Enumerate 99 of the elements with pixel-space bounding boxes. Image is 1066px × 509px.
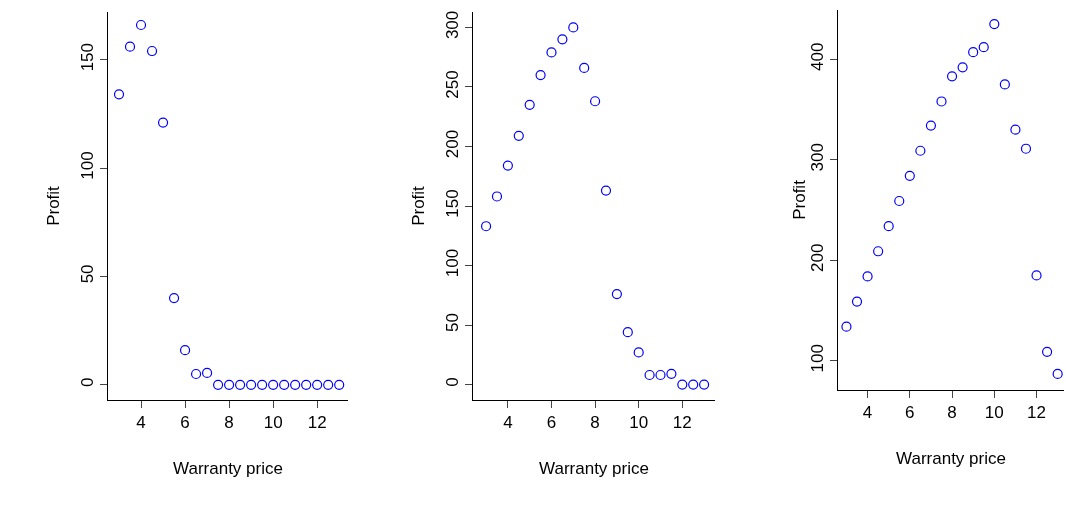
x-tick-label: 10 — [984, 403, 1004, 423]
y-tick-label: 150 — [78, 42, 98, 72]
x-tick-label: 6 — [180, 413, 190, 433]
point — [301, 379, 312, 390]
point — [246, 379, 257, 390]
y-tick-label: 200 — [443, 129, 463, 159]
x-tick-label: 10 — [263, 413, 283, 433]
y-tick-label: 100 — [808, 344, 828, 373]
point — [257, 379, 268, 390]
y-axis-title: Profit — [43, 185, 63, 226]
y-tick-label: 300 — [808, 143, 828, 172]
point — [904, 170, 915, 181]
point — [513, 130, 524, 141]
point — [611, 288, 622, 300]
y-tick-label: 100 — [443, 248, 463, 278]
point — [190, 368, 202, 380]
point — [535, 69, 546, 81]
y-tick-label: 250 — [443, 70, 463, 99]
point — [622, 327, 633, 338]
point — [841, 321, 852, 332]
point — [862, 271, 873, 282]
point — [600, 185, 612, 196]
point — [491, 191, 503, 202]
point — [224, 379, 235, 390]
point — [978, 42, 989, 53]
point — [1010, 124, 1021, 135]
point — [480, 221, 492, 232]
point — [579, 62, 590, 74]
point — [946, 71, 958, 82]
point — [323, 379, 334, 390]
y-tick-label: 50 — [78, 264, 98, 284]
point — [883, 221, 894, 232]
y-tick-label: 300 — [443, 10, 463, 40]
x-tick-label: 8 — [947, 403, 957, 423]
point — [179, 345, 191, 356]
point — [989, 18, 1000, 30]
y-axis-title: Profit — [408, 185, 428, 226]
point — [312, 379, 323, 390]
point — [894, 195, 905, 207]
point — [524, 99, 535, 110]
point — [688, 379, 699, 390]
point — [699, 379, 710, 390]
point — [957, 62, 968, 73]
point — [124, 41, 136, 52]
point — [268, 379, 279, 390]
point — [290, 379, 301, 390]
point — [915, 145, 926, 156]
point — [968, 47, 979, 58]
x-tick-label: 8 — [590, 413, 600, 433]
point — [168, 293, 180, 304]
point — [644, 369, 655, 381]
point — [925, 120, 937, 131]
point — [546, 47, 557, 58]
x-tick-label: 10 — [629, 413, 649, 433]
x-axis-title: Warranty price — [896, 448, 1006, 468]
point — [677, 379, 688, 390]
point — [212, 379, 224, 390]
x-tick-label: 4 — [862, 403, 873, 423]
x-axis-title: Warranty price — [173, 458, 283, 478]
point — [334, 379, 345, 390]
point — [936, 96, 947, 107]
y-tick-label: 0 — [78, 377, 98, 388]
x-tick-label: 4 — [136, 413, 146, 433]
point — [873, 246, 884, 257]
y-tick-label: 0 — [443, 377, 463, 387]
y-tick-label: 100 — [78, 151, 98, 180]
point — [279, 379, 290, 390]
x-tick-label: 6 — [546, 413, 557, 433]
point — [1042, 346, 1053, 357]
point — [589, 96, 601, 107]
y-tick-label: 150 — [443, 189, 463, 218]
y-axis-title: Profit — [790, 179, 809, 220]
x-tick-label: 6 — [905, 403, 915, 423]
point — [235, 379, 246, 390]
x-tick-label: 12 — [307, 413, 327, 433]
point — [633, 347, 644, 358]
point — [666, 368, 677, 379]
point — [568, 22, 579, 33]
point — [135, 19, 147, 31]
x-tick-label: 8 — [224, 413, 234, 433]
y-tick-label: 50 — [443, 313, 463, 332]
point — [851, 296, 863, 307]
x-tick-label: 12 — [672, 413, 692, 433]
point — [1020, 143, 1032, 154]
point — [1052, 368, 1063, 380]
point — [201, 367, 213, 379]
x-axis-title: Warranty price — [539, 458, 649, 478]
point — [1031, 270, 1042, 281]
point — [557, 34, 568, 45]
y-tick-label: 400 — [808, 42, 828, 71]
point — [157, 117, 169, 128]
x-tick-label: 4 — [503, 413, 513, 433]
point — [999, 79, 1010, 90]
point — [502, 160, 513, 171]
point — [655, 369, 666, 381]
y-tick-label: 200 — [808, 243, 828, 272]
point — [113, 89, 125, 100]
x-tick-label: 12 — [1027, 403, 1046, 423]
point — [146, 45, 158, 57]
